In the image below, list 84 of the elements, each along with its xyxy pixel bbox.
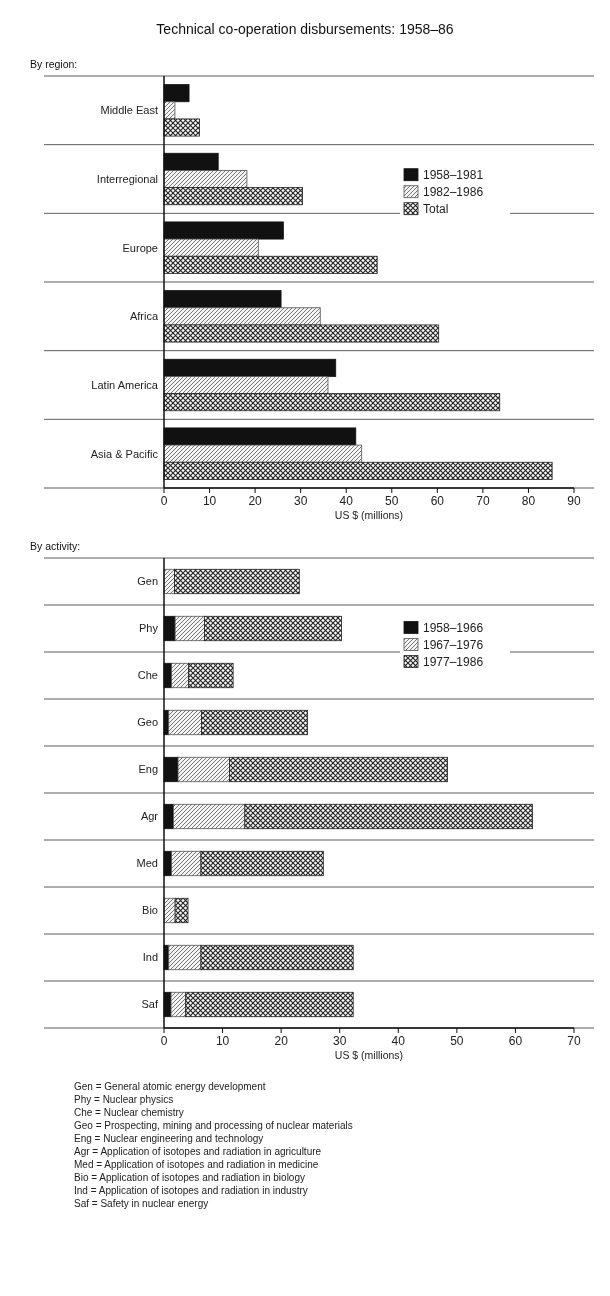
bar — [163, 255, 378, 274]
y-tick-label: Interregional — [96, 172, 158, 185]
text: Phy = Nuclear physics — [74, 1094, 174, 1105]
x-tick-label: 60 — [430, 494, 445, 508]
bar — [163, 170, 248, 188]
text: Gen = General atomic energy development — [74, 1081, 266, 1092]
y-tick-label: Phy — [139, 622, 159, 635]
bar — [163, 376, 329, 394]
text: Ind = Application of isotopes and radiation in industry — [74, 1185, 308, 1196]
bar — [200, 944, 354, 971]
bar — [177, 756, 230, 783]
legend-label: 1977–1986 — [423, 654, 484, 669]
bar — [171, 850, 202, 877]
bar — [163, 444, 363, 463]
x-tick-label: 0 — [160, 494, 168, 508]
text: Agr = Application of isotopes and radiation in agriculture — [74, 1146, 322, 1157]
bar — [163, 118, 200, 137]
y-tick-label: Eng — [138, 763, 158, 776]
x-tick-label: 30 — [333, 1034, 347, 1048]
legend-label: 1982–1986 — [423, 184, 484, 199]
x-tick-label: 70 — [567, 1034, 581, 1048]
bar — [174, 615, 205, 642]
x-tick-label: 40 — [391, 1034, 406, 1048]
text: Eng = Nuclear engineering and technology — [74, 1133, 264, 1144]
y-tick-label: Latin America — [91, 378, 159, 391]
y-tick-label: Asia & Pacific — [90, 447, 159, 460]
bar — [163, 238, 259, 257]
legend-label: Total — [423, 201, 449, 216]
bar — [185, 991, 354, 1018]
text: By region: — [30, 58, 78, 70]
y-tick-label: Middle East — [100, 104, 158, 117]
x-tick-label: 20 — [274, 1034, 289, 1048]
chart-title: Technical co-operation disbursements: 1958–86 — [156, 21, 454, 37]
text: Che = Nuclear chemistry — [74, 1107, 184, 1118]
bar — [163, 461, 553, 480]
x-tick-label: 60 — [508, 1034, 523, 1048]
y-tick-label: Gen — [137, 575, 158, 588]
text: Geo = Prospecting, mining and processing of nuclear materials — [74, 1120, 353, 1131]
bar — [174, 897, 189, 924]
bar — [171, 662, 189, 689]
bar — [163, 393, 501, 412]
bar — [244, 803, 533, 830]
bar — [201, 709, 308, 736]
legend-label: 1958–1981 — [423, 167, 484, 182]
x-tick-label: 10 — [215, 1034, 230, 1048]
text: Med = Application of isotopes and radiation in medicine — [74, 1159, 319, 1170]
x-tick-label: 40 — [339, 494, 354, 508]
bar — [163, 187, 303, 206]
bar — [170, 991, 187, 1018]
y-tick-label: Saf — [141, 998, 159, 1011]
bar — [229, 756, 448, 783]
bar — [163, 307, 321, 326]
x-tick-label: 0 — [160, 1034, 168, 1048]
x-tick-label: 10 — [202, 494, 217, 508]
x-axis-title: US $ (millions) — [334, 1049, 404, 1061]
bar — [200, 850, 324, 877]
x-tick-label: 50 — [450, 1034, 464, 1048]
x-tick-label: 80 — [521, 494, 536, 508]
bar — [168, 709, 202, 736]
y-tick-label: Med — [136, 857, 158, 870]
x-tick-label: 30 — [293, 494, 308, 508]
x-tick-label: 50 — [385, 494, 399, 508]
text: Bio = Application of isotopes and radiation in biology — [74, 1172, 305, 1183]
x-axis-title: US $ (millions) — [334, 509, 404, 521]
y-tick-label: Europe — [122, 241, 158, 254]
x-tick-label: 20 — [248, 494, 263, 508]
bar — [204, 615, 342, 642]
y-tick-label: Bio — [142, 904, 158, 917]
bar — [174, 568, 300, 595]
text: By activity: — [30, 540, 81, 552]
bar — [172, 803, 246, 830]
y-tick-label: Agr — [140, 810, 159, 823]
y-tick-label: Africa — [129, 310, 159, 323]
legend-label: 1958–1966 — [423, 620, 484, 635]
bar — [168, 944, 202, 971]
y-tick-label: Geo — [137, 716, 158, 729]
legend-label: 1967–1976 — [423, 637, 484, 652]
x-tick-label: 70 — [476, 494, 490, 508]
text: Saf = Safety in nuclear energy — [74, 1198, 209, 1209]
y-tick-label: Che — [137, 669, 158, 682]
bar — [163, 324, 440, 343]
bar — [188, 662, 234, 689]
y-tick-label: Ind — [142, 951, 158, 964]
x-tick-label: 90 — [567, 494, 581, 508]
